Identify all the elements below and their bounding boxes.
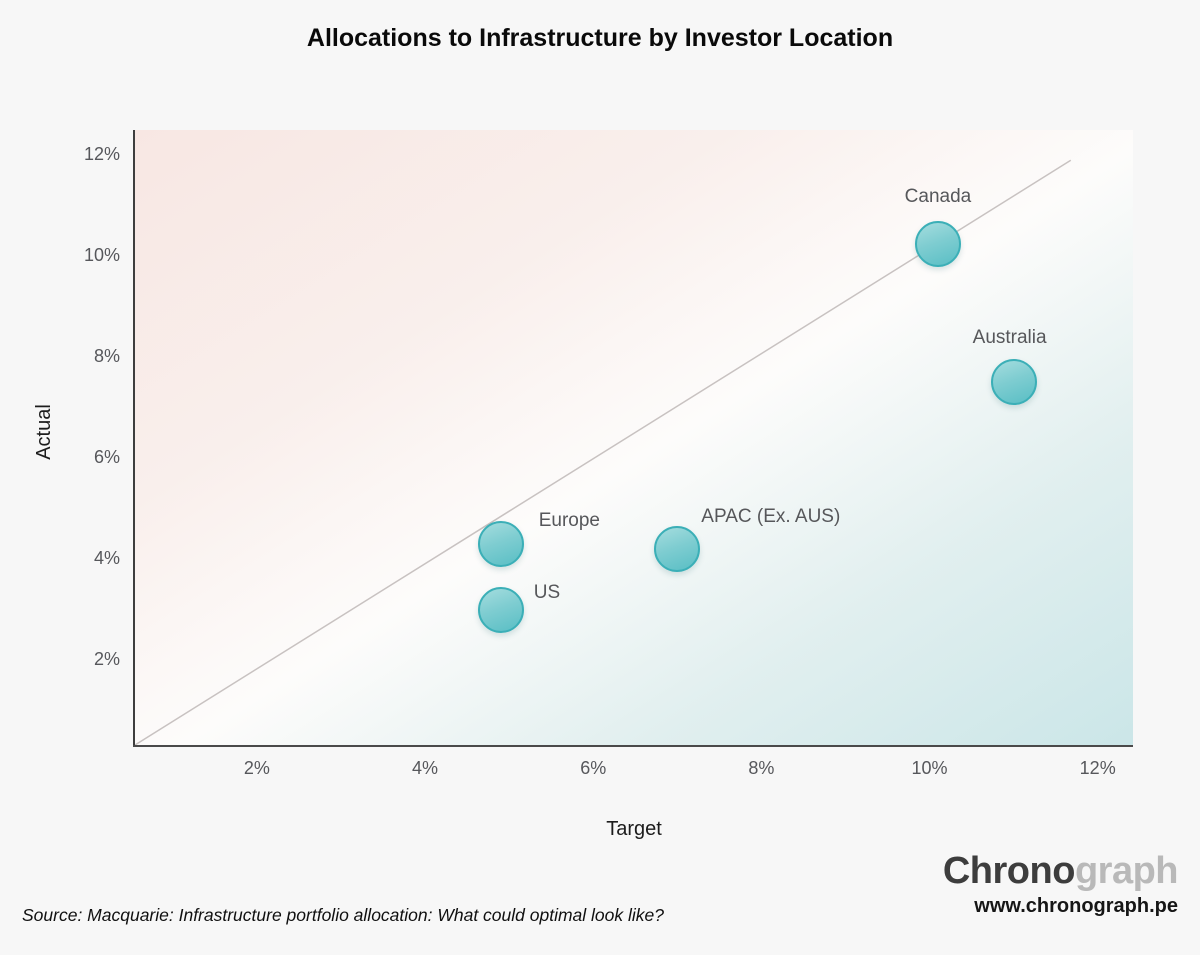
y-axis-line — [133, 130, 135, 747]
y-tick-label: 10% — [83, 245, 120, 266]
y-tick-label: 4% — [93, 548, 120, 569]
source-note: Source: Macquarie: Infrastructure portfo… — [22, 905, 664, 925]
x-tick-label: 12% — [1079, 758, 1116, 778]
logo-part-light: graph — [1074, 850, 1179, 892]
logo-part-dark: Chrono — [942, 850, 1076, 892]
brand-url: www.chronograph.pe — [974, 895, 1178, 917]
point-label: US — [533, 581, 561, 603]
parity-line — [135, 159, 1072, 745]
x-axis-line — [133, 745, 1133, 747]
plot-area: Canada Australia Europe US APAC (Ex. AUS) — [135, 130, 1133, 745]
y-tick-label: 12% — [83, 144, 120, 165]
point-label: APAC (Ex. AUS) — [701, 506, 841, 528]
data-point-australia — [990, 359, 1037, 406]
y-tick-label: 8% — [93, 346, 120, 367]
x-tick-label: 8% — [748, 758, 775, 778]
x-tick-label: 6% — [580, 758, 607, 778]
brand-block: Chronograph www.chronograph.pe — [942, 849, 1179, 918]
point-label: Canada — [904, 185, 972, 207]
x-tick-label: 4% — [412, 758, 439, 778]
y-tick-label: 6% — [93, 447, 120, 468]
y-tick-label: 2% — [93, 649, 120, 670]
point-label: Europe — [538, 510, 601, 532]
y-axis-title: Actual — [33, 404, 55, 460]
chronograph-logo: Chronograph — [942, 849, 1179, 893]
x-tick-label: 2% — [243, 758, 270, 778]
data-point-us — [477, 586, 524, 633]
data-point-apac-ex-aus — [654, 526, 701, 573]
data-point-europe — [477, 521, 524, 568]
chart-title: Allocations to Infrastructure by Investo… — [306, 24, 894, 52]
point-label: Australia — [972, 327, 1047, 349]
data-point-canada — [914, 220, 961, 267]
x-axis-title: Target — [606, 818, 662, 840]
x-tick-label: 10% — [911, 758, 948, 778]
